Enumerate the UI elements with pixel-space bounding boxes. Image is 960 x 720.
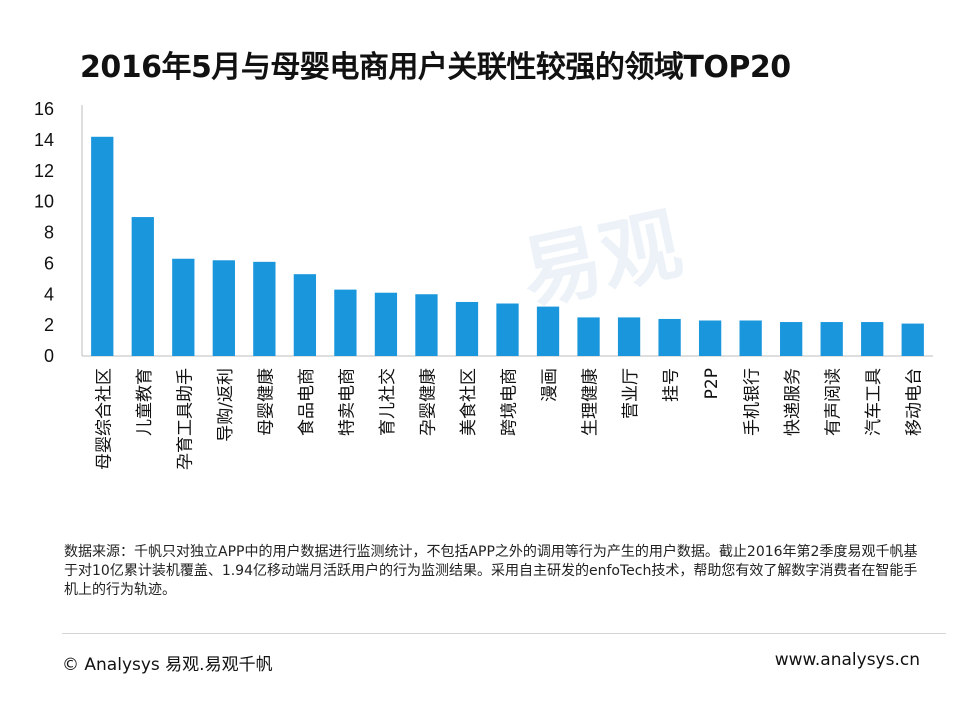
bar [820, 322, 843, 356]
x-tick-label: 生理健康 [581, 368, 601, 436]
y-tick-label: 6 [44, 253, 54, 273]
bar [536, 306, 560, 356]
y-tick-label: 12 [34, 161, 54, 181]
bar [131, 217, 154, 356]
bar [658, 318, 681, 356]
x-tick-label: 漫画 [540, 368, 560, 402]
y-tick-label: 16 [34, 99, 54, 119]
chart-title: 2016年5月与母婴电商用户关联性较强的领域TOP20 [80, 50, 791, 85]
x-tick-label: 导购/返利 [216, 368, 236, 442]
bar [698, 320, 722, 356]
bar [374, 292, 398, 356]
y-tick-label: 4 [44, 284, 54, 304]
x-tick-label: 有声阅读 [824, 368, 844, 436]
x-tick-label: 快递服务 [783, 368, 803, 436]
copyright-text: © Analysys 易观.易观千帆 [62, 655, 273, 675]
bar-chart: 0 2 4 6 8 10 12 14 16 母婴综合社区 儿童教育 孕育工具助手 导购/返利 母婴健康 食… [34, 99, 933, 470]
x-tick-label: 孕婴健康 [418, 368, 438, 436]
x-tick-label: 挂号 [662, 368, 682, 402]
bar [617, 317, 641, 356]
x-tick-label: 母婴综合社区 [94, 368, 114, 470]
x-tick-label: 孕育工具助手 [175, 368, 195, 470]
chart-bars [91, 136, 924, 356]
y-tick-label: 0 [44, 346, 54, 366]
bar [901, 323, 924, 356]
x-tick-label: 汽车工具 [864, 368, 884, 436]
y-tick-label: 2 [44, 315, 54, 335]
bar [293, 274, 317, 356]
x-tick-label: 手机银行 [743, 368, 763, 436]
bar [172, 258, 195, 356]
x-tick-label: 儿童教育 [135, 368, 155, 436]
data-source-note: 数据来源：千帆只对独立APP中的用户数据进行监测统计，不包括APP之外的调用等行… [64, 544, 918, 598]
bar [415, 294, 438, 356]
x-tick-label: 特卖电商 [337, 368, 357, 436]
bar [780, 322, 803, 356]
bar [253, 261, 276, 356]
bar [91, 136, 114, 356]
x-tick-label: 母婴健康 [256, 368, 276, 436]
y-tick-label: 8 [44, 223, 54, 243]
bar [334, 289, 357, 356]
x-tick-label: 育儿社交 [378, 368, 398, 436]
footer-divider [62, 633, 946, 634]
x-tick-labels: 母婴综合社区 儿童教育 孕育工具助手 导购/返利 母婴健康 食品电商 特卖电商 育儿社交 孕婴健… [94, 368, 924, 470]
bar [455, 301, 479, 356]
bar [739, 320, 762, 356]
bar [861, 322, 884, 356]
x-tick-label: 食品电商 [297, 368, 317, 436]
bar [496, 303, 519, 356]
x-tick-label: 移动电台 [905, 368, 925, 436]
x-tick-label: 营业厅 [621, 368, 641, 419]
y-tick-labels: 0 2 4 6 8 10 12 14 16 [34, 99, 54, 366]
x-tick-label: 美食社区 [459, 368, 479, 436]
y-tick-label: 10 [34, 192, 54, 212]
website-link[interactable]: www.analysys.cn [774, 650, 920, 670]
x-tick-label: P2P [702, 368, 722, 399]
bar [577, 317, 600, 356]
x-tick-label: 跨境电商 [500, 368, 520, 436]
bar [212, 260, 235, 356]
y-tick-label: 14 [34, 130, 54, 150]
